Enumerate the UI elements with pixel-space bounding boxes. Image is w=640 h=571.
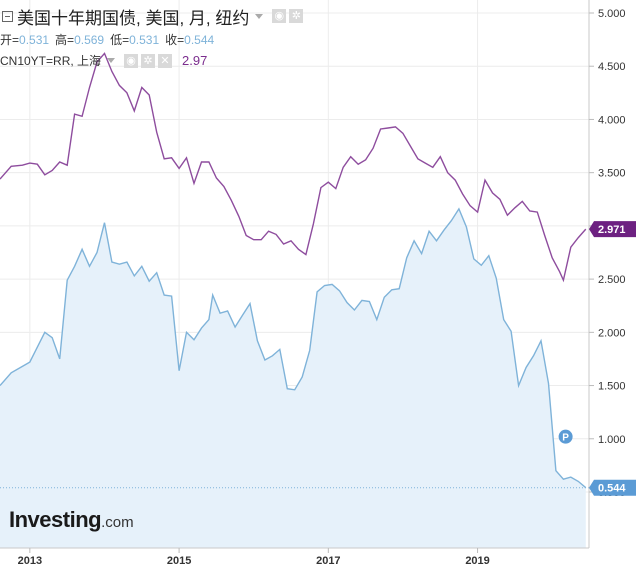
- eye-icon[interactable]: ◉: [124, 53, 139, 68]
- y-tick-label: 5.000: [598, 8, 626, 20]
- collapse-icon[interactable]: [2, 10, 13, 22]
- x-tick-label: 2015: [167, 555, 191, 567]
- x-axis: 2013 2015 2017 2019: [0, 547, 589, 567]
- eye-icon[interactable]: ◉: [272, 9, 287, 23]
- y-tick-label: 2.500: [598, 274, 626, 286]
- ohlc-value: 0.531: [19, 33, 50, 47]
- y-tick-label: 4.000: [598, 114, 626, 126]
- compare-value: 2.97: [182, 53, 208, 68]
- chart-title-row: 美国十年期国债, 美国, 月, 纽约 ◉ ✲: [0, 4, 304, 28]
- marker-circle[interactable]: [558, 429, 573, 444]
- us10y-last-badge-bg: [589, 479, 636, 496]
- cn10y-last-badge-label: 2.971: [598, 224, 626, 236]
- compare-row: CN10YT=RR, 上海 ◉ ✲ ✕ 2.97: [0, 52, 207, 69]
- us10y-line: [0, 207, 587, 489]
- logo-main: Investing: [9, 507, 102, 532]
- us10y-last-badge-label: 0.544: [598, 483, 626, 495]
- x-tick-label: 2017: [316, 555, 340, 567]
- y-axis-panel: [589, 0, 640, 571]
- gear-icon[interactable]: ✲: [289, 9, 304, 23]
- last-value-badges: 2.971 0.544: [589, 221, 636, 496]
- cn10y-line: [0, 52, 587, 283]
- y-tick-label: 4.500: [598, 61, 626, 73]
- compare-symbol: CN10YT=RR, 上海: [0, 54, 102, 68]
- us10y-area: [0, 208, 586, 548]
- ohlc-value: 0.569: [74, 33, 105, 47]
- close-icon[interactable]: ✕: [158, 53, 173, 68]
- ohlc-label: 高=: [55, 33, 75, 47]
- y-tick-label: 2.000: [598, 327, 626, 339]
- chevron-down-icon[interactable]: [255, 13, 264, 19]
- ohlc-label: 低=: [110, 33, 130, 47]
- ohlc-label: 开=: [0, 33, 20, 47]
- chevron-down-icon[interactable]: [107, 58, 116, 63]
- x-tick-label: 2013: [18, 555, 42, 567]
- gear-icon[interactable]: ✲: [141, 53, 156, 68]
- p-marker[interactable]: P: [558, 429, 573, 444]
- cn10y-last-badge-bg: [589, 221, 636, 238]
- y-tick-label: 3.500: [598, 168, 626, 180]
- ohlc-value: 0.544: [184, 33, 215, 47]
- ohlc-label: 收=: [165, 33, 185, 47]
- y-tick-label: 1.500: [598, 381, 626, 393]
- ohlc-value: 0.531: [129, 33, 160, 47]
- logo-suffix: .com: [101, 514, 134, 531]
- x-tick-label: 2019: [465, 555, 489, 567]
- chart-title: 美国十年期国债, 美国, 月, 纽约: [17, 8, 250, 28]
- investing-logo: Investing.com: [9, 507, 134, 533]
- marker-label: P: [562, 433, 569, 444]
- ohlc-row: 开=0.531 高=0.569 低=0.531 收=0.544: [0, 31, 220, 48]
- y-tick-label: 1.000: [598, 434, 626, 446]
